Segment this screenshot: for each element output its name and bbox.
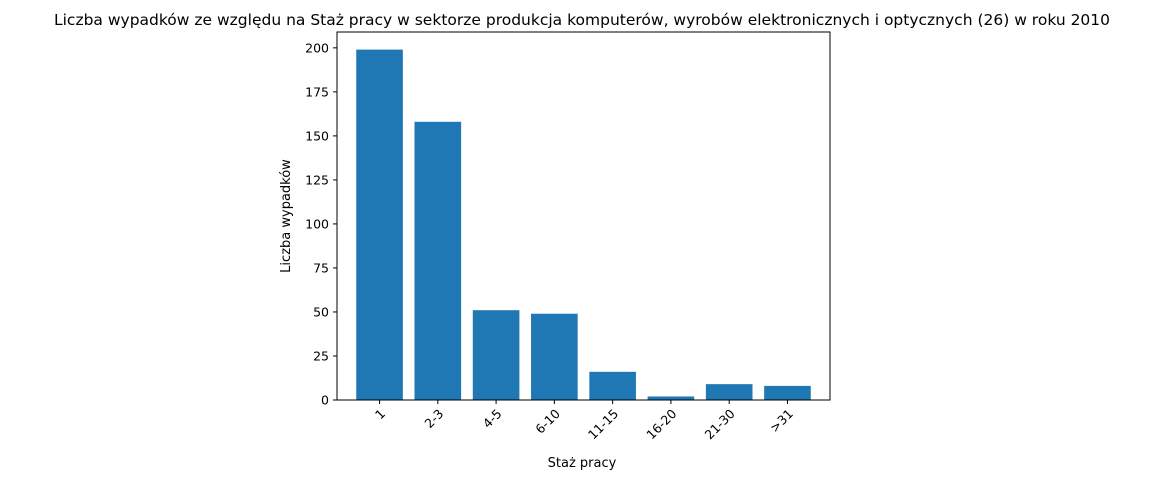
plot-frame: [336, 31, 831, 401]
y-tick-label-150: 150: [305, 128, 329, 143]
bar-4-5: [472, 310, 520, 400]
bar-6-10: [531, 313, 578, 400]
y-tick-label-175: 175: [305, 84, 329, 99]
y-axis-label: Liczba wypadków: [279, 159, 294, 273]
bar-11-15: [589, 371, 636, 400]
x-tick-label->31: >31: [767, 406, 796, 435]
bar-21-30: [705, 384, 753, 400]
bar-1: [356, 49, 403, 401]
y-tick-label-25: 25: [313, 348, 329, 363]
x-tick-label-4-5: 4-5: [480, 406, 505, 431]
x-tick-label-16-20: 16-20: [643, 406, 679, 442]
y-tick-label-75: 75: [313, 260, 329, 275]
bar->31: [764, 385, 811, 400]
chart-title: Liczba wypadków ze względu na Staż pracy…: [54, 11, 1110, 29]
y-tick-label-125: 125: [305, 172, 329, 187]
y-tick-label-50: 50: [313, 304, 329, 319]
x-tick-label-21-30: 21-30: [701, 406, 737, 442]
x-axis-label: Staż pracy: [548, 456, 617, 471]
bar-16-20: [647, 396, 695, 400]
x-tick-label-1: 1: [372, 406, 388, 422]
x-tick-label-2-3: 2-3: [421, 406, 446, 431]
y-tick-label-100: 100: [305, 216, 329, 231]
plot-area: 0 25 50 75 100 125 150 175 200 1 2-3 4-5 6-10 11-15 16…: [305, 31, 831, 442]
x-tick-label-6-10: 6-10: [532, 406, 563, 437]
bar-2-3: [414, 121, 462, 401]
y-tick-label-200: 200: [305, 40, 329, 55]
x-tick-label-11-15: 11-15: [585, 406, 621, 442]
y-tick-label-0: 0: [321, 393, 329, 408]
